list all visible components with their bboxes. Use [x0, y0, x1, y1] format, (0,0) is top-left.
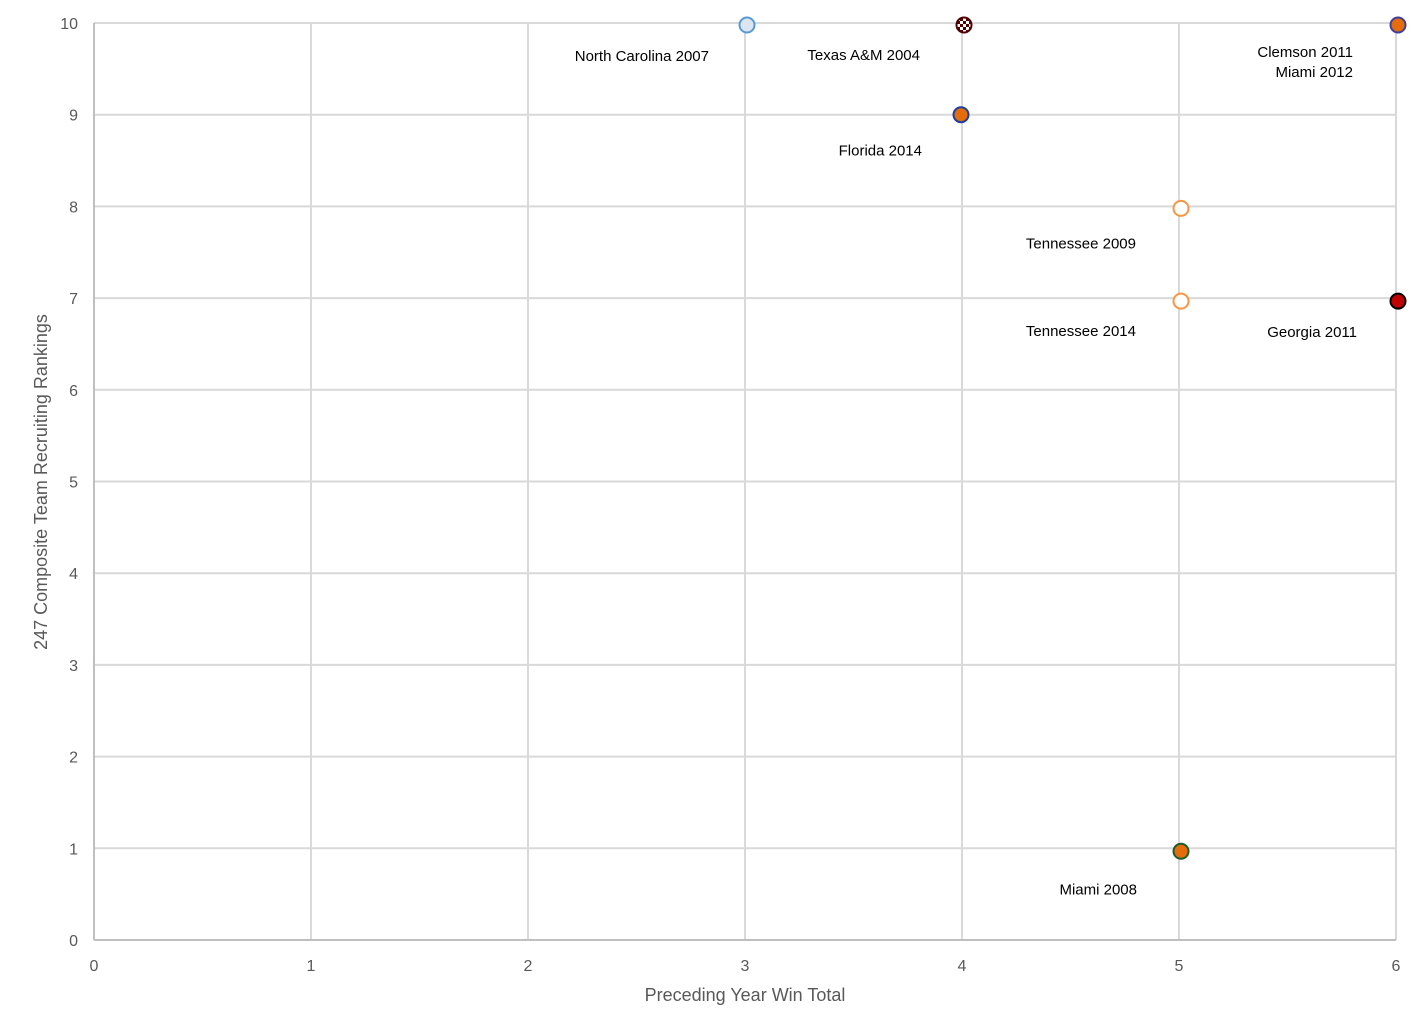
point-annotation: Tennessee 2009 — [1026, 235, 1136, 252]
point-labels: North Carolina 2007 Texas A&M 2004 Clemson… — [575, 44, 1357, 898]
tick-labels: 0 1 2 3 4 5 6 7 8 9 10 0 1 2 3 4 5 6 — [60, 16, 1400, 975]
data-point — [1172, 292, 1190, 310]
y-tick-label: 6 — [69, 383, 78, 400]
x-tick-label: 3 — [741, 958, 750, 975]
axes — [93, 23, 1396, 941]
data-point — [1389, 292, 1407, 310]
data-point — [955, 16, 973, 34]
y-tick-label: 3 — [69, 658, 78, 675]
data-point — [1172, 199, 1190, 217]
x-axis-title: Preceding Year Win Total — [645, 985, 846, 1005]
x-tick-label: 6 — [1392, 958, 1401, 975]
x-tick-label: 2 — [524, 958, 533, 975]
x-tick-label: 1 — [307, 958, 316, 975]
point-annotation: Texas A&M 2004 — [807, 47, 920, 64]
y-tick-label: 0 — [69, 933, 78, 950]
point-annotation: Clemson 2011 — [1257, 44, 1353, 61]
y-tick-label: 7 — [69, 291, 78, 308]
y-axis-title: 247 Composite Team Recruiting Rankings — [31, 314, 51, 650]
y-tick-label: 5 — [69, 475, 78, 492]
point-annotation: Miami 2008 — [1059, 881, 1137, 898]
x-tick-label: 0 — [90, 958, 99, 975]
data-point — [1389, 16, 1407, 34]
y-tick-label: 9 — [69, 108, 78, 125]
data-point — [1172, 842, 1190, 860]
point-annotation: Georgia 2011 — [1267, 324, 1357, 341]
y-tick-label: 4 — [69, 566, 78, 583]
point-annotation: North Carolina 2007 — [575, 48, 709, 65]
y-tick-label: 1 — [69, 841, 78, 858]
x-tick-label: 4 — [958, 958, 967, 975]
point-annotation: Tennessee 2014 — [1026, 323, 1136, 340]
data-points — [738, 16, 1407, 860]
x-tick-label: 5 — [1175, 958, 1184, 975]
data-point — [952, 106, 970, 124]
y-tick-label: 10 — [60, 16, 78, 33]
point-annotation: Miami 2012 — [1275, 64, 1353, 81]
y-tick-label: 2 — [69, 750, 78, 767]
data-point — [738, 16, 756, 34]
y-tick-label: 8 — [69, 199, 78, 216]
point-annotation: Florida 2014 — [839, 143, 922, 160]
grid-lines — [94, 22, 1397, 940]
